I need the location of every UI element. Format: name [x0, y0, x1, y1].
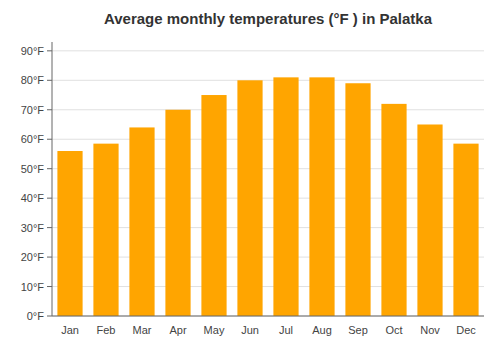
- x-axis-line: [52, 316, 484, 317]
- x-tick-label: Sep: [348, 324, 368, 336]
- x-tick-label: Dec: [456, 324, 476, 336]
- y-tick-label: 70°F: [21, 104, 45, 116]
- x-tick-label: Mar: [133, 324, 152, 336]
- y-tick: [47, 139, 52, 140]
- grid-line: [52, 50, 484, 51]
- bar: [273, 77, 298, 316]
- y-tick: [47, 198, 52, 199]
- bar: [129, 127, 154, 316]
- y-tick-label: 0°F: [27, 310, 45, 322]
- y-tick: [47, 168, 52, 169]
- y-tick-label: 20°F: [21, 251, 45, 263]
- grid: [52, 51, 484, 316]
- x-tick-label: Aug: [312, 324, 332, 336]
- bar: [417, 124, 442, 316]
- bars: [57, 77, 478, 316]
- x-tick-label: Jun: [241, 324, 259, 336]
- x-tick-label: Apr: [169, 324, 186, 336]
- y-tick-label: 80°F: [21, 74, 45, 86]
- bar: [57, 151, 82, 316]
- y-tick: [47, 109, 52, 110]
- bar: [309, 77, 334, 316]
- y-tick: [47, 227, 52, 228]
- y-tick-label: 30°F: [21, 222, 45, 234]
- bar: [165, 110, 190, 316]
- bar: [93, 144, 118, 316]
- x-tick-label: May: [204, 324, 225, 336]
- x-tick-label: Feb: [97, 324, 116, 336]
- chart-svg: Average monthly temperatures (°F ) in Pa…: [0, 0, 500, 350]
- y-axis-line: [52, 42, 53, 316]
- y-tick-label: 90°F: [21, 45, 45, 57]
- y-tick: [47, 50, 52, 51]
- bar: [453, 144, 478, 316]
- y-tick: [47, 80, 52, 81]
- y-tick-label: 60°F: [21, 133, 45, 145]
- grid-line: [52, 109, 484, 110]
- bar: [381, 104, 406, 316]
- x-tick-label: Nov: [420, 324, 440, 336]
- y-tick-label: 10°F: [21, 281, 45, 293]
- y-tick: [47, 316, 52, 317]
- x-tick-label: Jul: [279, 324, 293, 336]
- grid-line: [52, 80, 484, 81]
- bar: [345, 83, 370, 316]
- grid-line: [52, 316, 484, 317]
- y-tick-label: 40°F: [21, 192, 45, 204]
- chart-container: Average monthly temperatures (°F ) in Pa…: [0, 0, 500, 350]
- y-tick: [47, 286, 52, 287]
- y-tick-label: 50°F: [21, 163, 45, 175]
- chart-title: Average monthly temperatures (°F ) in Pa…: [104, 10, 433, 27]
- y-tick: [47, 257, 52, 258]
- bar: [237, 80, 262, 316]
- bar: [201, 95, 226, 316]
- x-tick-label: Jan: [61, 324, 79, 336]
- x-tick-label: Oct: [385, 324, 402, 336]
